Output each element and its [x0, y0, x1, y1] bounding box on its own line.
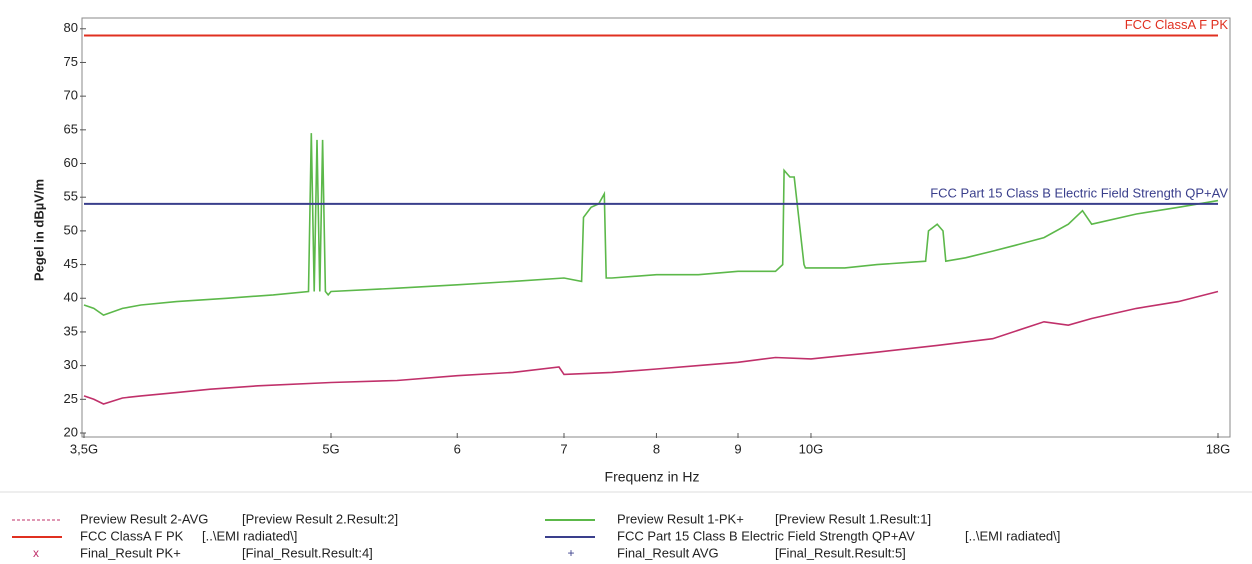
y-tick-label: 80	[64, 20, 78, 35]
x-axis-label: Frequenz in Hz	[605, 469, 700, 485]
legend-label: FCC Part 15 Class B Electric Field Stren…	[617, 528, 915, 543]
y-tick-label: 55	[64, 189, 78, 204]
legend-detail: [..\EMI radiated\]	[965, 528, 1060, 543]
x-tick-label: 7	[560, 441, 567, 456]
legend-marker: x	[33, 546, 39, 560]
legend-label: Preview Result 2-AVG	[80, 511, 208, 526]
legend-detail: [Preview Result 1.Result:1]	[775, 511, 931, 526]
legend-detail: [Preview Result 2.Result:2]	[242, 511, 398, 526]
x-tick-label: 9	[734, 441, 741, 456]
y-tick-label: 70	[64, 88, 78, 103]
y-tick-label: 35	[64, 323, 78, 338]
y-tick-label: 45	[64, 256, 78, 271]
legend-marker: +	[567, 546, 574, 560]
legend-detail: [Final_Result.Result:5]	[775, 545, 906, 560]
legend-label: Final_Result PK+	[80, 545, 181, 560]
y-tick-label: 65	[64, 121, 78, 136]
series-line	[83, 290, 1219, 405]
y-tick-label: 60	[64, 155, 78, 170]
y-tick-label: 50	[64, 222, 78, 237]
legend-label: Final_Result AVG	[617, 545, 719, 560]
x-tick-label: 3,5G	[70, 441, 98, 456]
x-tick-label: 18G	[1206, 441, 1231, 456]
y-tick-label: 40	[64, 290, 78, 305]
y-tick-label: 75	[64, 54, 78, 69]
legend-detail: [Final_Result.Result:4]	[242, 545, 373, 560]
x-tick-label: 6	[454, 441, 461, 456]
y-tick-label: 20	[64, 424, 78, 439]
y-axis-label: Pegel in dBµV/m	[31, 179, 46, 281]
legend-label: Preview Result 1-PK+	[617, 511, 744, 526]
limit-line-label: FCC ClassA F PK	[1125, 17, 1229, 32]
plot-frame	[81, 17, 1231, 438]
legend-label: FCC ClassA F PK	[80, 528, 184, 543]
limit-line-label: FCC Part 15 Class B Electric Field Stren…	[930, 185, 1228, 200]
x-tick-label: 10G	[799, 441, 824, 456]
y-tick-label: 25	[64, 391, 78, 406]
y-tick-label: 30	[64, 357, 78, 372]
legend-detail: [..\EMI radiated\]	[202, 528, 297, 543]
series-line	[83, 133, 1219, 316]
x-tick-label: 5G	[322, 441, 339, 456]
x-tick-label: 8	[653, 441, 660, 456]
